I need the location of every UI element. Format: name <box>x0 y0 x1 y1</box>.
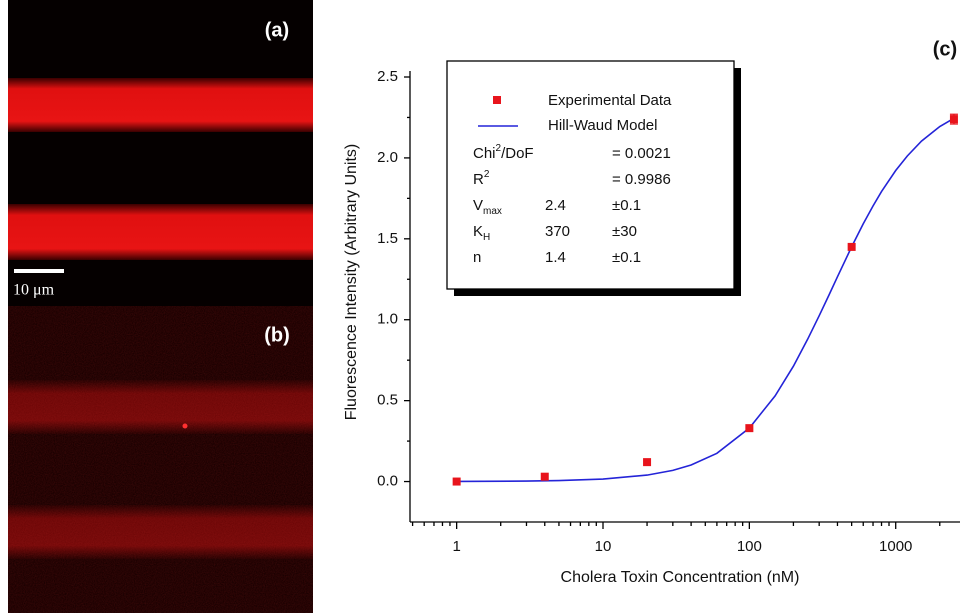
panel-label: (a) <box>265 19 289 41</box>
data-point <box>452 477 461 486</box>
stat-tail: /DoF <box>501 145 534 162</box>
scale-bar <box>14 269 64 273</box>
stat-label: Vmax <box>473 197 502 217</box>
model-curve <box>456 117 955 483</box>
panel-label: (c) <box>933 38 957 60</box>
y-tick-label: 2.5 <box>377 68 398 85</box>
x-tick-label: 100 <box>737 538 762 555</box>
data-point <box>949 115 958 124</box>
stat-symbol: K <box>473 223 483 240</box>
legend-marker <box>493 96 501 104</box>
stat-error: ±0.1 <box>612 197 641 214</box>
data-point <box>643 458 652 467</box>
y-tick-label: 1.5 <box>377 230 398 247</box>
stat-value: 2.4 <box>545 197 566 214</box>
stat-error: = 0.9986 <box>612 171 671 188</box>
stripe <box>8 204 313 260</box>
image-a <box>8 0 313 306</box>
stat-error: ±30 <box>612 223 637 240</box>
data-point <box>847 242 856 251</box>
x-tick-label: 10 <box>595 538 612 555</box>
superscript: 2 <box>496 143 502 154</box>
y-axis-label: Fluorescence Intensity (Arbitrary Units) <box>343 144 360 421</box>
stat-label: n <box>473 249 481 266</box>
y-tick-label: 1.0 <box>377 311 398 328</box>
noise <box>8 306 313 613</box>
subscript: H <box>483 232 490 243</box>
x-tick-label: 1000 <box>879 538 912 555</box>
legend-label: Hill-Waud Model <box>548 117 657 134</box>
stat-label: Chi2/DoF <box>473 143 534 162</box>
stat-symbol: V <box>473 197 483 214</box>
stat-label: KH <box>473 223 490 243</box>
stat-error: ±0.1 <box>612 249 641 266</box>
legend-label: Experimental Data <box>548 92 672 109</box>
scale-bar-label: 10 μm <box>13 282 55 299</box>
y-tick-label: 2.0 <box>377 149 398 166</box>
stripe <box>8 78 313 132</box>
stat-symbol: R <box>473 171 484 188</box>
axes: 0.0 0.5 1.0 1.5 2.0 2.5 1 10 100 1000 <box>377 68 960 555</box>
subscript: max <box>483 206 502 217</box>
superscript: 2 <box>484 169 490 180</box>
stat-label: R2 <box>473 169 490 188</box>
data-point <box>745 424 754 433</box>
data-point <box>540 472 549 481</box>
stat-value: 370 <box>545 223 570 240</box>
y-tick-label: 0.0 <box>377 473 398 490</box>
stat-symbol: Chi <box>473 145 496 162</box>
y-tick-label: 0.5 <box>377 392 398 409</box>
panel-label: (b) <box>264 324 290 346</box>
stat-error: = 0.0021 <box>612 145 671 162</box>
micrographs: (a) (b) 10 μm <box>8 0 313 613</box>
stat-value: 1.4 <box>545 249 566 266</box>
speck <box>182 423 188 429</box>
x-tick-label: 1 <box>452 538 460 555</box>
stat-symbol: n <box>473 249 481 266</box>
x-axis-label: Cholera Toxin Concentration (nM) <box>561 569 800 586</box>
